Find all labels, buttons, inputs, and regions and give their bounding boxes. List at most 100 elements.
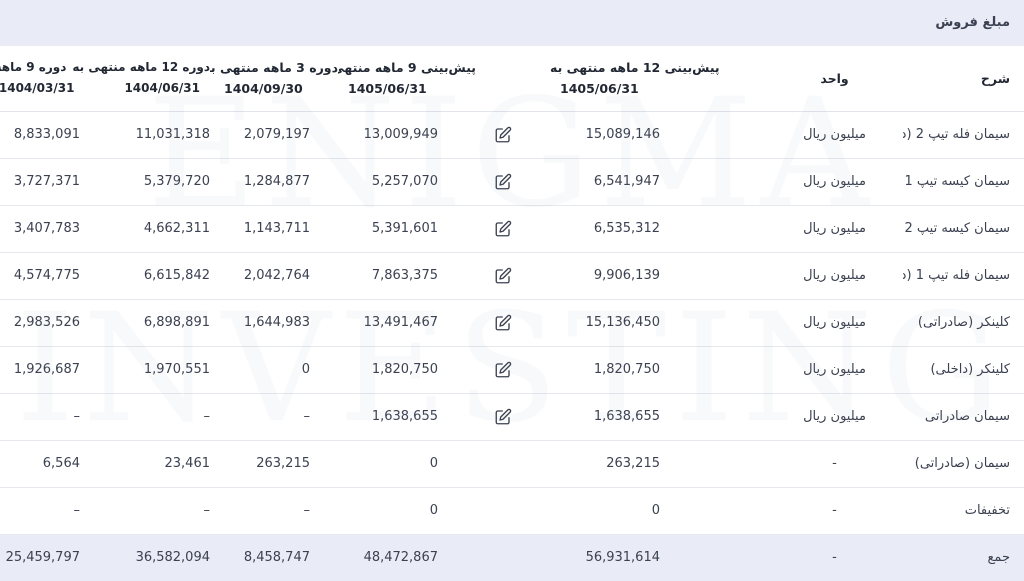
cell-period-12-and-9: 6,898,891 2,983,526 <box>0 299 210 346</box>
total-forecast-12-value: 56,931,614 <box>585 550 660 566</box>
cell-forecast-9-value: 5,257,070 <box>371 174 438 189</box>
cell-period-3-value: – <box>303 503 311 518</box>
cell-period-3: 1,644,983 <box>210 299 338 346</box>
header-period-12-label: دوره 12 ماهه منتهی به <box>72 60 210 75</box>
row-edit-cell <box>476 346 530 393</box>
header-edit <box>476 46 530 112</box>
row-unit: میلیون ریال <box>803 268 866 283</box>
row-edit-cell <box>476 205 530 252</box>
table-row: سیمان (صادراتی) - 263,215 0 263,215 23,461 6,5… <box>0 440 1024 487</box>
total-period-12-value: 36,582,094 <box>135 550 210 566</box>
total-forecast-12: 56,931,614 <box>530 534 766 581</box>
cell-period-3-value: 0 <box>301 362 310 377</box>
row-unit: میلیون ریال <box>803 362 866 377</box>
cell-forecast-9: 5,391,601 <box>338 205 476 252</box>
row-unit: میلیون ریال <box>803 315 866 330</box>
cell-period-3: 1,284,877 <box>210 158 338 205</box>
cell-period-9-value: – <box>73 503 81 518</box>
header-period-dates: 1404/06/31 1404/03/31 <box>0 78 210 99</box>
cell-forecast-12: 6,535,312 <box>530 205 766 252</box>
cell-forecast-9: 5,257,070 <box>338 158 476 205</box>
table-row: سیمان فله تیپ 2 (داخلی) میلیون ریال 15,089… <box>0 111 1024 158</box>
edit-icon[interactable] <box>494 408 512 426</box>
sales-table: شرح واحد پیش‌بینی 12 ماهه منتهی به 1405/… <box>0 46 1024 581</box>
cell-period-3: – <box>210 393 338 440</box>
cell-forecast-9: 13,491,467 <box>338 299 476 346</box>
row-unit: میلیون ریال <box>803 221 866 236</box>
cell-period-3-value: 2,079,197 <box>243 127 310 142</box>
cell-period-3-value: 2,042,764 <box>243 268 310 283</box>
edit-icon[interactable] <box>494 314 512 332</box>
table-row: تخفیفات -0 0– –– <box>0 487 1024 534</box>
row-desc: تخفیفات <box>964 503 1010 518</box>
cell-forecast-9-value: 13,491,467 <box>363 315 438 330</box>
cell-forecast-9-value: 13,009,949 <box>363 127 438 142</box>
cell-period-12-and-9: 1,970,551 1,926,687 <box>0 346 210 393</box>
edit-icon[interactable] <box>494 267 512 285</box>
header-desc: شرح <box>903 46 1024 112</box>
row-desc: سیمان فله تیپ 2 (داخلی) <box>903 127 1010 142</box>
total-forecast-9-value: 48,472,867 <box>363 550 438 566</box>
total-period-9-value: 25,459,797 <box>5 550 80 566</box>
cell-period-12-value: 1,970,551 <box>143 362 210 377</box>
cell-forecast-12-value: 263,215 <box>606 456 660 471</box>
table-header-row: شرح واحد پیش‌بینی 12 ماهه منتهی به 1405/… <box>0 46 1024 112</box>
row-edit-cell <box>476 440 530 487</box>
edit-icon[interactable] <box>494 173 512 191</box>
table-row: کلینکر (صادراتی) میلیون ریال 15,136,450 13,… <box>0 299 1024 346</box>
cell-forecast-9: 0 <box>338 440 476 487</box>
table-row: سیمان صادراتی میلیون ریال 1,638,655 1,638,6… <box>0 393 1024 440</box>
header-forecast-12: پیش‌بینی 12 ماهه منتهی به 1405/06/31 <box>530 46 766 112</box>
row-edit-cell <box>476 158 530 205</box>
cell-period-3-value: – <box>303 409 311 424</box>
cell-period-12-value: 11,031,318 <box>135 127 210 142</box>
table-row: سیمان فله تیپ 1 (داخلی) میلیون ریال 9,906,… <box>0 252 1024 299</box>
table-row: کلینکر (داخلی) میلیون ریال 1,820,750 1,820,… <box>0 346 1024 393</box>
cell-period-3-value: 1,644,983 <box>243 315 310 330</box>
cell-forecast-12: 0 <box>530 487 766 534</box>
cell-period-9-value: 1,926,687 <box>13 362 80 377</box>
cell-period-12-and-9: 23,461 6,564 <box>0 440 210 487</box>
cell-forecast-9: 13,009,949 <box>338 111 476 158</box>
cell-period-3: 1,143,711 <box>210 205 338 252</box>
total-row: جمع - 56,931,614 48,472,867 8,458,747 36,582,… <box>0 534 1024 581</box>
row-edit-cell <box>476 299 530 346</box>
edit-icon[interactable] <box>494 126 512 144</box>
row-desc: کلینکر (داخلی) <box>930 362 1010 377</box>
total-period-3: 8,458,747 <box>210 534 338 581</box>
header-period-12-and-9: دوره 12 ماهه منتهی به دوره 9 ماهه منتهی … <box>0 46 210 112</box>
cell-period-12-and-9: 4,662,311 3,407,783 <box>0 205 210 252</box>
total-period-3-value: 8,458,747 <box>243 550 310 566</box>
row-edit-cell <box>476 487 530 534</box>
header-period-9-date: 1404/03/31 <box>0 81 75 96</box>
total-edit-cell <box>476 534 530 581</box>
cell-period-3: 2,042,764 <box>210 252 338 299</box>
cell-forecast-9: 1,820,750 <box>338 346 476 393</box>
cell-period-12-value: 6,615,842 <box>143 268 210 283</box>
header-forecast-12-date: 1405/06/31 <box>560 81 639 97</box>
cell-forecast-9: 0 <box>338 487 476 534</box>
row-unit: میلیون ریال <box>803 409 866 424</box>
total-period-12-and-9: 36,582,094 25,459,797 <box>0 534 210 581</box>
cell-period-9-value: 2,983,526 <box>13 315 80 330</box>
cell-forecast-12-value: 6,535,312 <box>593 221 660 236</box>
cell-forecast-12: 6,541,947 <box>530 158 766 205</box>
section-title: مبلغ فروش <box>935 15 1010 30</box>
row-desc: سیمان فله تیپ 1 (داخلی) <box>903 268 1010 283</box>
cell-period-9-value: – <box>73 409 81 424</box>
cell-period-3-value: 263,215 <box>256 456 310 471</box>
header-period-3-date: 1404/09/30 <box>224 81 303 97</box>
header-forecast-9: پیش‌بینی 9 ماهه منتهی به 1405/06/31 <box>338 46 476 112</box>
total-desc: جمع <box>987 550 1010 566</box>
cell-period-9-value: 4,574,775 <box>13 268 80 283</box>
row-unit: میلیون ریال <box>803 174 866 189</box>
cell-period-3: 0 <box>210 346 338 393</box>
cell-forecast-12-value: 9,906,139 <box>593 268 660 283</box>
cell-period-12-value: 23,461 <box>164 456 211 471</box>
edit-icon[interactable] <box>494 361 512 379</box>
edit-icon[interactable] <box>494 220 512 238</box>
cell-period-12-value: 5,379,720 <box>143 174 210 189</box>
header-forecast-12-label: پیش‌بینی 12 ماهه منتهی به <box>550 60 720 76</box>
row-edit-cell <box>476 393 530 440</box>
cell-forecast-12: 1,820,750 <box>530 346 766 393</box>
